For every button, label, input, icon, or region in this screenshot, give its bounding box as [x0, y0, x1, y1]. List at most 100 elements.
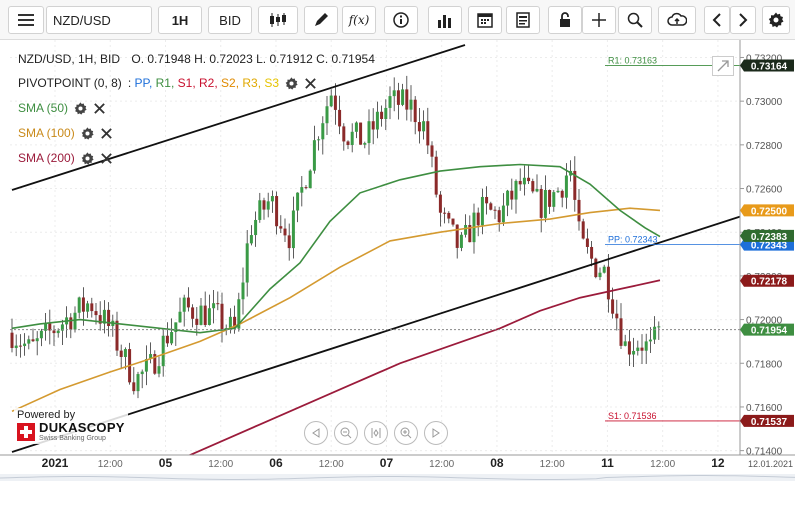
gear-icon[interactable]	[81, 126, 94, 140]
x-tick-label: 12:00	[540, 459, 565, 470]
candle	[506, 189, 510, 217]
x-tick-label: 12	[711, 456, 725, 470]
menu-button[interactable]	[8, 6, 44, 34]
candle-body	[514, 180, 518, 200]
candle-body	[426, 121, 430, 146]
date-corner-label: 12.01.2021	[748, 459, 793, 469]
candle-body	[501, 205, 505, 223]
close-icon[interactable]	[100, 127, 113, 140]
candle	[86, 300, 90, 318]
zoom-button[interactable]	[618, 6, 652, 34]
candle	[346, 140, 350, 150]
price-chart[interactable]: R1: 0.73163 PP: 0.72343 S1: 0.71536 0.7320…	[0, 40, 795, 521]
candle-body	[60, 324, 64, 331]
document-icon	[516, 12, 530, 28]
symbol-label: NZD/USD	[53, 12, 111, 28]
indicator-name: SMA (50)	[18, 101, 69, 115]
zoom-out-button[interactable]	[334, 421, 358, 445]
close-icon[interactable]	[304, 77, 317, 90]
candle	[136, 371, 140, 399]
candle	[648, 327, 652, 354]
expand-button[interactable]	[712, 56, 734, 76]
candle-body	[86, 303, 90, 312]
badge-bg	[740, 414, 794, 427]
candle-body	[325, 106, 329, 124]
candle-body	[606, 266, 610, 300]
candle-body	[518, 180, 522, 185]
candle	[266, 192, 270, 218]
candle	[212, 290, 216, 324]
calendar-button[interactable]	[468, 6, 502, 34]
candle	[338, 95, 342, 135]
zoom-in-button[interactable]	[394, 421, 418, 445]
candle-body	[44, 323, 48, 331]
candle	[594, 257, 598, 279]
candle-body	[77, 297, 81, 313]
settings-button[interactable]	[762, 6, 790, 34]
candle-body	[300, 187, 304, 193]
close-icon[interactable]	[93, 102, 106, 115]
candle	[119, 344, 123, 370]
symbol-selector[interactable]: NZD/USD	[46, 6, 152, 34]
candle	[333, 83, 337, 125]
x-tick-label: 12:00	[429, 459, 454, 470]
candle	[577, 189, 581, 231]
indicators-button[interactable]: f(x)	[342, 6, 376, 34]
close-icon[interactable]	[100, 152, 113, 165]
candle-body	[254, 219, 258, 236]
trend-channel-upper	[11, 44, 466, 191]
side-selector[interactable]: BID	[208, 6, 252, 34]
candle-body	[590, 246, 594, 259]
candle-body	[632, 350, 636, 355]
candle	[123, 347, 127, 370]
cloud-upload-button[interactable]	[658, 6, 696, 34]
gear-icon[interactable]	[285, 76, 298, 90]
scroll-right-button[interactable]	[424, 421, 448, 445]
candle-body	[615, 313, 619, 319]
lock-button[interactable]	[548, 6, 582, 34]
forward-button[interactable]	[730, 6, 756, 34]
pivot-legend-item: R3,	[242, 76, 265, 90]
candle	[18, 334, 22, 358]
candle	[623, 334, 627, 347]
reset-view-button[interactable]	[364, 421, 388, 445]
candle-body	[174, 322, 178, 333]
legend-sma50[interactable]: SMA (50)	[18, 101, 106, 115]
candle	[640, 334, 644, 365]
candle	[535, 174, 539, 193]
pencil-icon	[315, 13, 328, 26]
legend-pivotpoint[interactable]: PIVOTPOINT (0, 8) : PP, R1, S1, R2, S2, …	[18, 76, 317, 90]
candle-body	[396, 90, 400, 105]
scroll-left-button[interactable]	[304, 421, 328, 445]
candle-body	[123, 349, 127, 357]
candle	[23, 333, 27, 356]
chart-type-button[interactable]	[258, 6, 298, 34]
gear-icon[interactable]	[81, 151, 94, 165]
legend-sma100[interactable]: SMA (100)	[18, 126, 113, 140]
draw-tool-button[interactable]	[304, 6, 338, 34]
candle-body	[233, 316, 237, 329]
candle-body	[619, 318, 623, 346]
candle	[539, 184, 543, 233]
candle	[384, 99, 388, 131]
candle-body	[266, 201, 270, 210]
pivot-level-label: R1: 0.73163	[608, 56, 657, 66]
report-button[interactable]	[506, 6, 540, 34]
candle	[602, 264, 606, 274]
legend-sma200[interactable]: SMA (200)	[18, 151, 113, 165]
candle-body	[430, 145, 434, 157]
crosshair-button[interactable]	[582, 6, 616, 34]
info-icon	[393, 12, 409, 28]
info-button[interactable]	[384, 6, 418, 34]
candle	[644, 333, 648, 364]
gear-icon[interactable]	[74, 101, 87, 115]
badge-text: 0.72383	[751, 232, 788, 243]
timeframe-selector[interactable]: 1H	[158, 6, 202, 34]
candle-body	[270, 196, 274, 202]
volume-button[interactable]	[428, 6, 462, 34]
chevron-right-icon	[739, 13, 748, 27]
candle-body	[522, 177, 526, 185]
back-button[interactable]	[704, 6, 730, 34]
ohlc-values: O. 0.71948 H. 0.72023 L. 0.71912 C. 0.71…	[131, 52, 375, 66]
candle-body	[275, 196, 279, 227]
